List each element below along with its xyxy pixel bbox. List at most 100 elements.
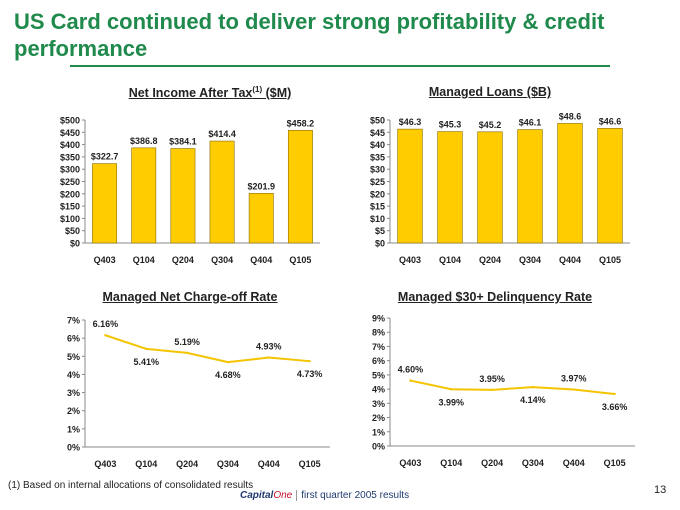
data-label: $46.1	[519, 118, 542, 128]
y-tick-label: $10	[370, 214, 385, 224]
y-tick-label: $45	[370, 128, 385, 138]
logo-brand-accent: One	[273, 490, 293, 502]
series-line	[105, 334, 310, 364]
logo-brand: Capital	[240, 490, 274, 502]
x-tick-label: Q204	[172, 255, 194, 265]
y-tick-label: 9%	[372, 314, 385, 324]
y-tick-label: $500	[60, 116, 80, 126]
y-tick-label: $0	[70, 239, 80, 249]
data-label: $45.2	[479, 120, 502, 130]
bar	[248, 193, 274, 244]
title-divider	[70, 65, 610, 67]
y-tick-label: $50	[65, 226, 80, 236]
x-tick-label: Q404	[559, 255, 581, 265]
bar	[397, 128, 423, 244]
net-income-chart: $0 $50 $100 $150 $200 $250 $300 $350 $400 $450 $50…	[60, 116, 320, 265]
x-tick-label: Q404	[250, 255, 272, 265]
data-label: 4.73%	[297, 369, 323, 379]
data-point	[226, 360, 230, 364]
y-tick-label: $30	[370, 165, 385, 175]
x-tick-label: Q403	[399, 458, 421, 468]
data-point	[531, 385, 535, 389]
y-tick-label: $100	[60, 214, 80, 224]
y-tick-label: 4%	[372, 385, 385, 395]
logo-separator	[296, 490, 298, 501]
y-tick-label: 6%	[67, 334, 80, 344]
data-label: $384.1	[169, 137, 197, 147]
bar	[477, 131, 503, 244]
bar	[597, 128, 623, 244]
data-point	[104, 334, 107, 337]
y-tick-label: $400	[60, 140, 80, 150]
data-point	[409, 379, 412, 382]
data-label: $48.6	[559, 111, 582, 121]
data-point	[490, 388, 494, 392]
data-label: 5.19%	[174, 337, 200, 347]
data-point	[145, 347, 148, 351]
data-label: 3.99%	[438, 397, 464, 407]
x-tick-label: Q304	[211, 255, 233, 265]
data-label: 4.14%	[520, 395, 546, 405]
y-tick-label: 0%	[67, 443, 80, 453]
y-tick-label: 6%	[372, 356, 385, 366]
page-title: US Card continued to deliver strong prof…	[14, 9, 605, 61]
chart-1-title-unit: ($M)	[262, 86, 292, 101]
chart-4-title: Managed $30+ Delinquency Rate	[397, 290, 593, 304]
y-tick-label: 4%	[67, 370, 80, 380]
y-tick-label: $300	[60, 165, 80, 175]
y-tick-label: $25	[370, 177, 385, 187]
y-tick-label: $0	[375, 239, 385, 249]
y-tick-label: $350	[60, 152, 80, 162]
y-tick-label: $40	[370, 140, 385, 150]
logo-subtitle: first quarter 2005 results	[301, 490, 410, 502]
y-tick-label: $20	[370, 189, 385, 199]
y-tick-label: $450	[60, 128, 80, 138]
chart-1-title: Net Income After Tax(1) ($M)	[95, 85, 325, 100]
data-point	[308, 359, 311, 363]
x-tick-label: Q105	[599, 255, 621, 265]
x-tick-label: Q104	[440, 458, 462, 468]
y-tick-label: 1%	[372, 427, 385, 437]
delinquency-chart: 0% 1% 2% 3% 4% 5% 6% 7% 8% 9% Q403 Q104 Q204 Q304 Q404…	[372, 314, 635, 468]
bar	[557, 123, 583, 244]
series-line	[410, 379, 615, 395]
charge-off-chart: 0% 1% 2% 3% 4% 5% 6% 7% Q403 Q104 Q204 Q304 Q404 Q105…	[67, 316, 330, 469]
x-tick-label: Q105	[289, 255, 311, 265]
data-label: 6.16%	[93, 319, 119, 329]
y-tick-label: $150	[60, 202, 80, 212]
bar	[209, 140, 235, 244]
x-tick-label: Q204	[481, 458, 503, 468]
y-tick-label: 7%	[67, 316, 80, 326]
y-tick-label: 5%	[67, 352, 80, 362]
y-tick-label: 2%	[372, 413, 385, 423]
x-tick-label: Q403	[94, 459, 116, 469]
data-point	[450, 388, 453, 391]
data-label: $46.3	[399, 117, 422, 127]
y-tick-label: 3%	[67, 388, 80, 398]
x-tick-label: Q104	[135, 459, 157, 469]
x-tick-label: Q404	[258, 459, 280, 469]
chart-1-title-footnote-ref: (1)	[252, 85, 263, 94]
x-tick-label: Q105	[299, 459, 321, 469]
y-tick-label: 5%	[372, 370, 385, 380]
y-tick-label: $250	[60, 177, 80, 187]
x-tick-label: Q104	[439, 255, 461, 265]
y-tick-label: 1%	[67, 424, 80, 434]
y-tick-label: $50	[370, 116, 385, 126]
y-tick-label: 0%	[372, 442, 385, 452]
chart-2-title: Managed Loans ($B)	[428, 85, 552, 99]
page-number: 13	[654, 484, 667, 496]
data-point	[613, 392, 616, 396]
x-tick-label: Q304	[522, 458, 544, 468]
y-tick-label: $35	[370, 152, 385, 162]
data-label: 3.97%	[561, 374, 587, 384]
data-label: $45.3	[439, 120, 462, 130]
y-tick-label: $15	[370, 202, 385, 212]
data-label: $201.9	[247, 181, 275, 191]
x-tick-label: Q403	[399, 255, 421, 265]
data-label: 3.66%	[602, 402, 628, 412]
chart-1-title-text: Net Income After Tax	[128, 86, 253, 101]
data-label: 5.41%	[133, 357, 159, 367]
x-tick-label: Q104	[133, 255, 155, 265]
x-tick-label: Q204	[176, 459, 198, 469]
